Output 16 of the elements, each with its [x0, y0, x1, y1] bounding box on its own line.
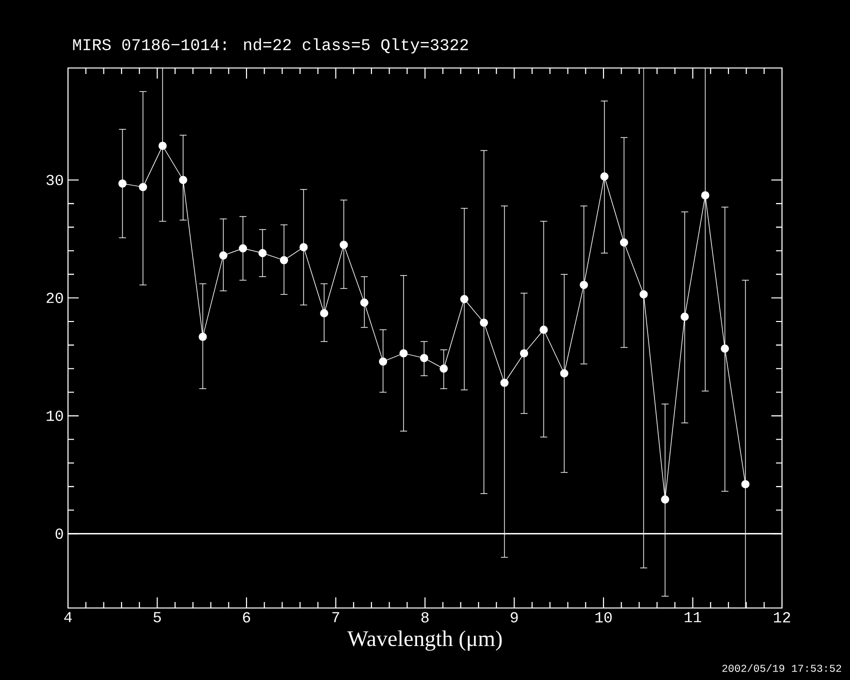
x-tick-label: 10 — [595, 612, 612, 622]
x-tick-label: 4 — [64, 612, 72, 622]
x-tick-label: 11 — [684, 612, 702, 622]
x-tick-label: 12 — [774, 612, 790, 622]
chart-title: MIRS 07186−1014: nd=22 class=5 Qlty=3322 — [73, 38, 468, 54]
x-tick-label: 8 — [421, 612, 429, 622]
y-tick-label: 30 — [46, 174, 63, 186]
y-tick-label: 20 — [46, 292, 63, 304]
x-tick-label: 5 — [154, 612, 161, 622]
x-tick-label: 7 — [332, 612, 340, 622]
y-tick-label: 10 — [46, 410, 63, 421]
x-tick-label: 9 — [510, 612, 518, 622]
x-tick-label: 6 — [243, 612, 250, 622]
text: 2002/05/19 17:53:52 — [722, 664, 842, 672]
y-tick-label: 0 — [56, 528, 63, 539]
x-axis-title: Wavelength (μm) — [347, 630, 502, 651]
